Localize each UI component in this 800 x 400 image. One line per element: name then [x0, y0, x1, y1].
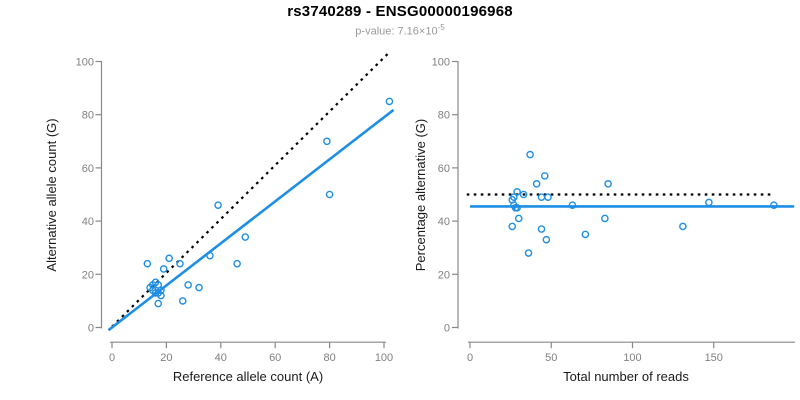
data-point	[705, 198, 713, 207]
data-point	[770, 201, 778, 209]
x-tick-label: 0	[467, 352, 473, 364]
x-tick-label: 40	[215, 352, 227, 364]
left-plot-xlabel: Reference allele count (A)	[172, 369, 324, 384]
y-tick-label: 40	[82, 216, 94, 228]
data-point	[241, 233, 250, 241]
x-tick-label: 20	[160, 352, 172, 364]
x-tick-label: 100	[375, 352, 393, 364]
data-point	[323, 137, 331, 146]
data-point	[143, 259, 152, 268]
y-tick-label: 100	[432, 57, 450, 69]
y-tick-label: 40	[438, 216, 450, 228]
y-tick-label: 0	[88, 323, 94, 335]
p-value-exponent: -5	[437, 23, 445, 32]
data-point	[604, 180, 612, 188]
data-point	[537, 193, 546, 201]
y-tick-label: 60	[82, 163, 94, 175]
data-point	[514, 214, 523, 223]
data-point	[537, 225, 546, 233]
data-point	[581, 230, 590, 239]
data-point	[679, 222, 687, 231]
data-point	[148, 281, 157, 289]
left-plot-ylabel: Alternative allele count (G)	[44, 118, 59, 272]
data-point	[601, 214, 609, 223]
y-tick-label: 0	[444, 323, 450, 335]
data-point	[511, 203, 520, 212]
data-point	[154, 299, 163, 308]
right-plot-xlabel: Total number of reads	[563, 369, 689, 384]
y-tick-label: 20	[82, 269, 94, 281]
data-point	[519, 190, 528, 199]
x-tick-label: 60	[269, 352, 281, 364]
regression-line	[107, 108, 395, 332]
x-tick-label: 50	[545, 352, 557, 364]
data-point	[184, 281, 192, 289]
figure-title: rs3740289 - ENSG00000196968	[287, 3, 513, 20]
right-plot-ylabel: Percentage alternative (G)	[413, 118, 428, 272]
data-point	[524, 249, 533, 257]
data-point	[178, 297, 187, 305]
data-point	[544, 193, 552, 201]
y-tick-label: 100	[76, 57, 94, 69]
data-point	[195, 283, 203, 292]
data-point	[176, 259, 184, 268]
data-point	[206, 251, 214, 260]
data-point	[385, 97, 394, 106]
p-value-text: p-value: 7.16×10	[355, 25, 438, 38]
data-point	[165, 254, 173, 263]
x-tick-label: 0	[109, 352, 115, 364]
x-tick-label: 80	[323, 352, 335, 364]
x-tick-label: 100	[623, 352, 641, 364]
y-tick-label: 80	[438, 110, 450, 122]
data-point	[542, 235, 551, 244]
identity-line	[111, 52, 389, 328]
data-point	[513, 188, 521, 196]
data-point	[214, 201, 222, 209]
data-point	[532, 180, 541, 188]
data-point	[508, 222, 517, 231]
data-point	[233, 259, 241, 268]
data-point	[159, 265, 168, 273]
data-point	[325, 190, 334, 199]
y-tick-label: 20	[438, 269, 450, 281]
data-point	[526, 150, 534, 159]
figure-subtitle: p-value: 7.16×10-5	[0, 23, 800, 38]
data-point	[540, 172, 549, 180]
y-tick-label: 80	[82, 110, 94, 122]
data-point	[568, 201, 577, 209]
x-tick-label: 150	[705, 352, 723, 364]
y-tick-label: 60	[438, 163, 450, 175]
data-point	[157, 286, 165, 295]
